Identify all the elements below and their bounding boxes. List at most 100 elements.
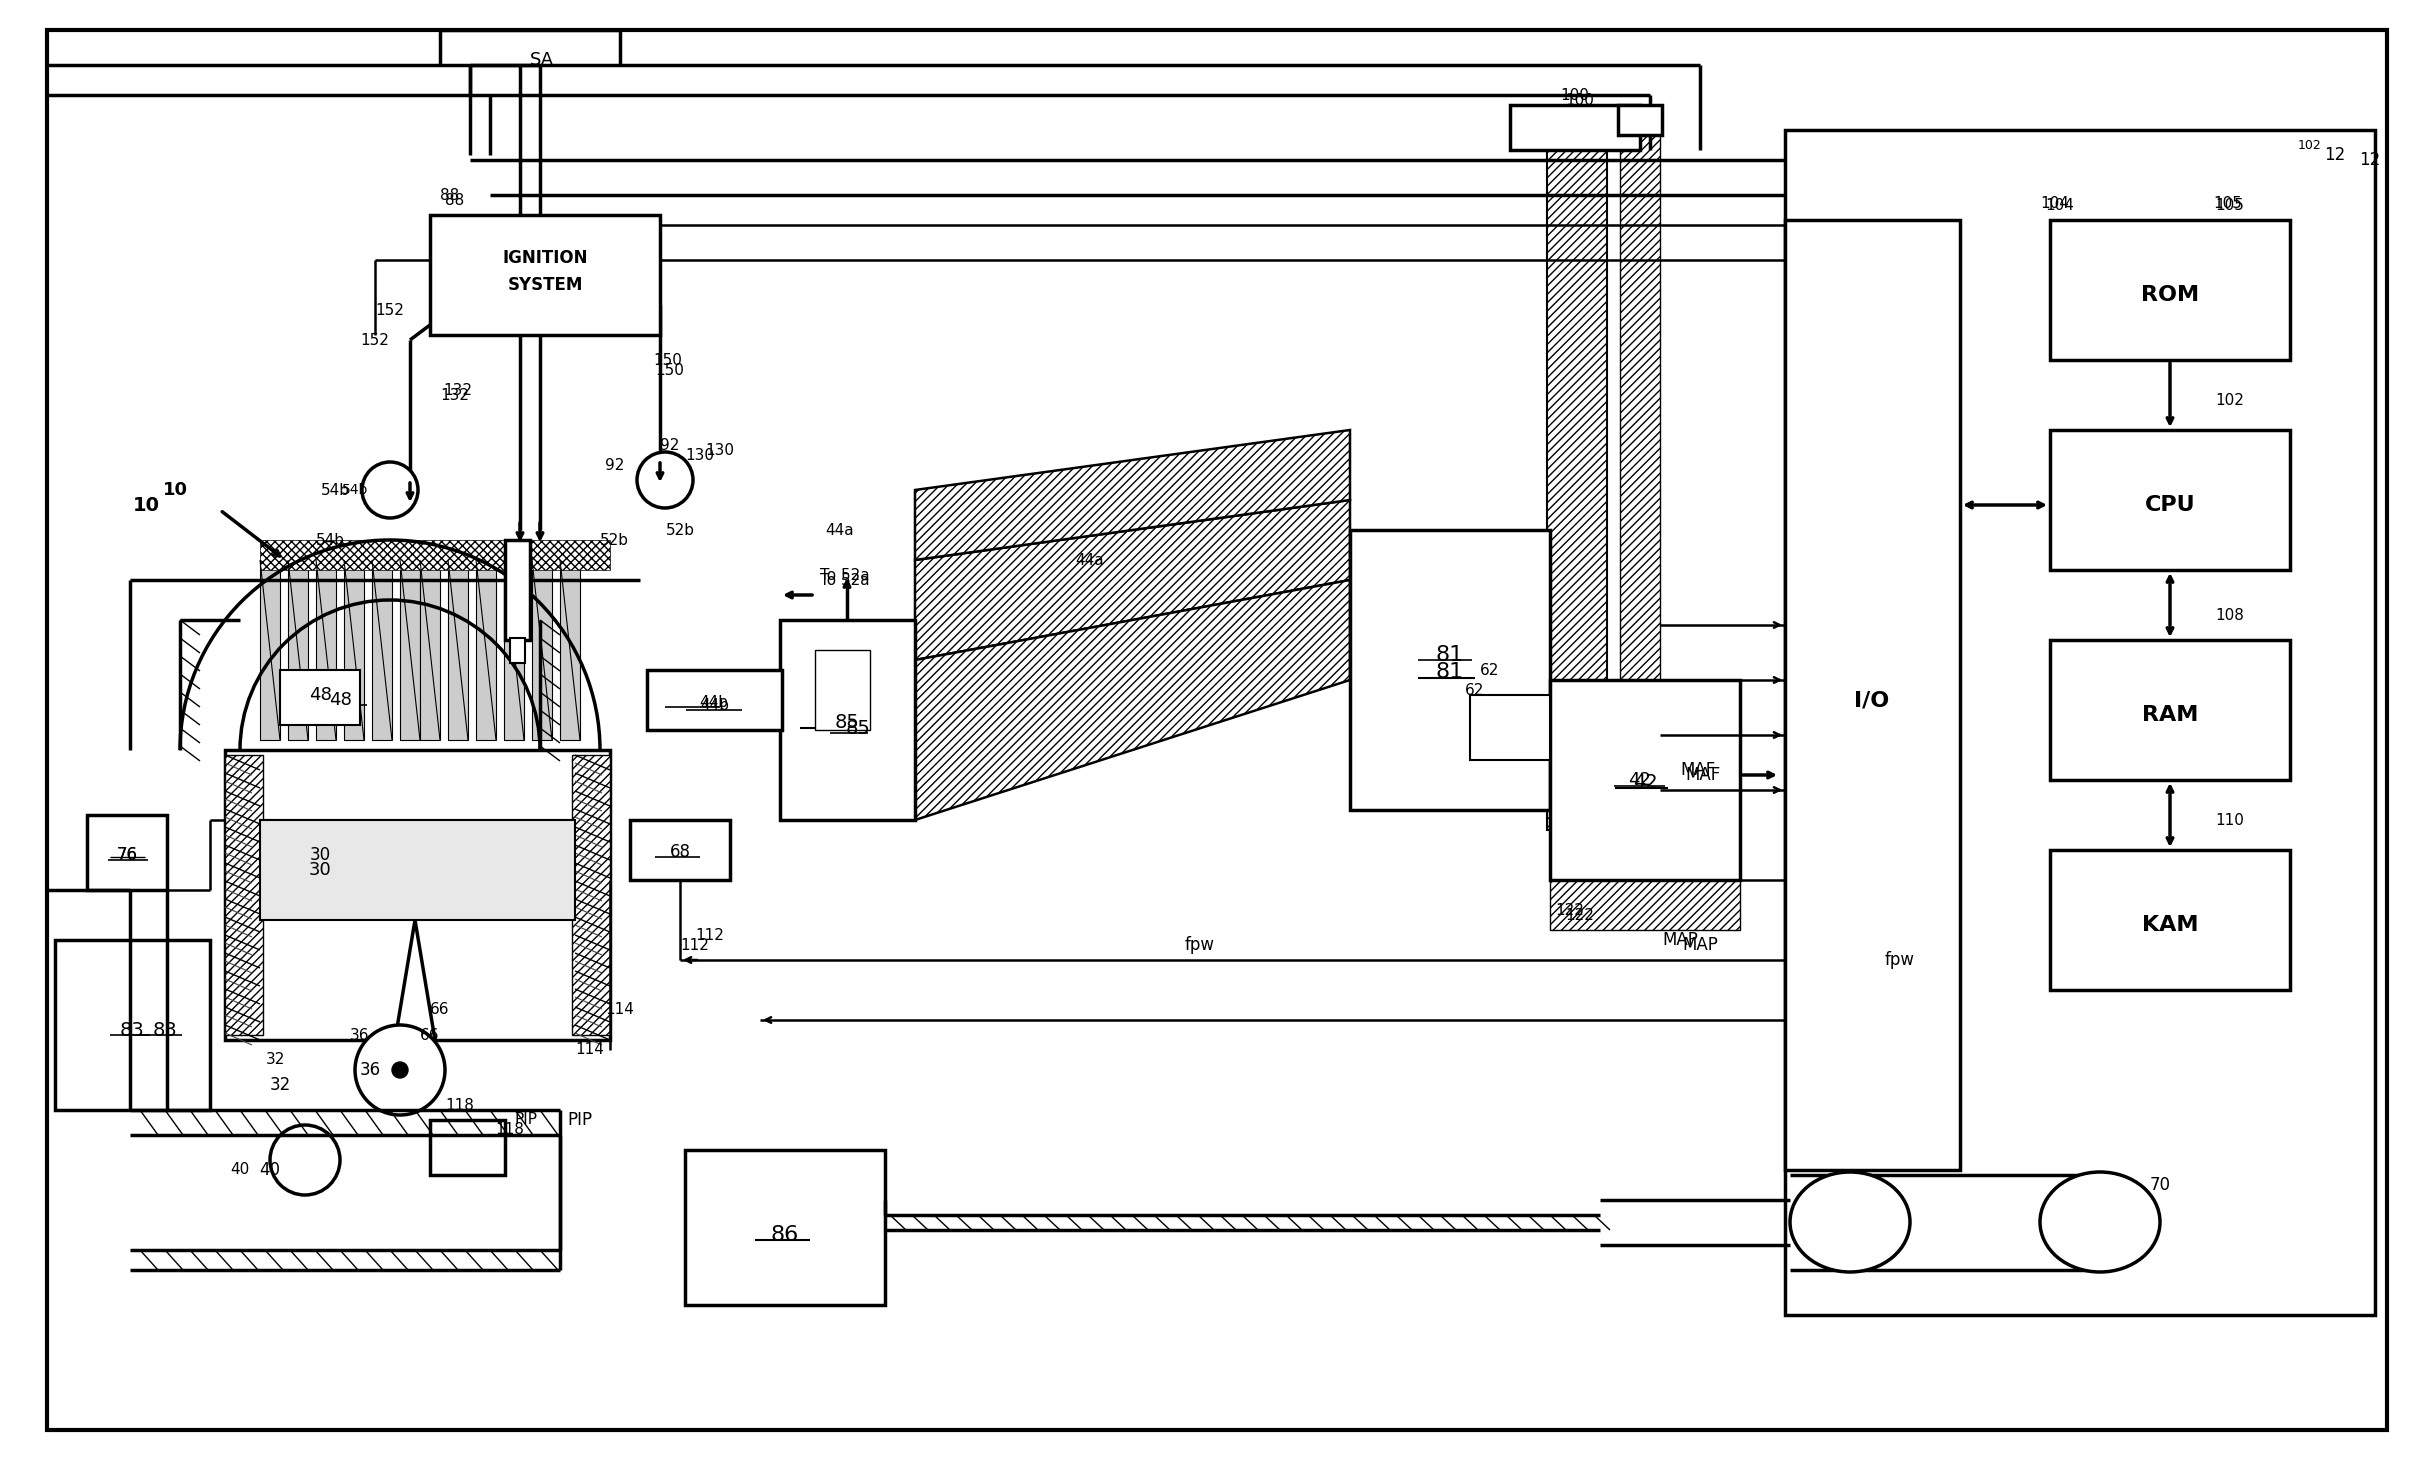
Text: 81: 81: [1437, 645, 1463, 665]
Bar: [779, 621, 915, 820]
Polygon shape: [915, 579, 1349, 820]
Text: 152: 152: [362, 333, 388, 348]
Circle shape: [636, 452, 694, 508]
Text: PIP: PIP: [568, 1111, 592, 1130]
Text: fpw: fpw: [1184, 936, 1216, 954]
Text: 12: 12: [2325, 147, 2344, 164]
Text: 10: 10: [163, 481, 187, 499]
Text: 36: 36: [349, 1027, 369, 1043]
Text: 36: 36: [359, 1061, 381, 1080]
Bar: [1551, 681, 1740, 880]
Text: 118: 118: [495, 1122, 524, 1137]
Bar: [1551, 880, 1740, 930]
Bar: [1619, 106, 1662, 135]
Text: 81: 81: [1437, 662, 1463, 682]
Bar: [2051, 220, 2291, 359]
Text: 76: 76: [116, 846, 138, 864]
Bar: [56, 940, 211, 1111]
Text: 102: 102: [2216, 393, 2245, 408]
Text: 92: 92: [660, 437, 680, 452]
Bar: [648, 670, 781, 731]
Bar: [289, 560, 308, 739]
Bar: [505, 540, 529, 640]
Text: MAP: MAP: [1662, 932, 1699, 949]
Text: 88: 88: [447, 192, 464, 207]
Text: 66: 66: [430, 1002, 449, 1018]
Text: 122: 122: [1565, 908, 1595, 923]
Bar: [226, 750, 609, 1040]
Text: 76: 76: [116, 846, 138, 864]
Bar: [510, 638, 524, 663]
Text: 150: 150: [653, 352, 682, 368]
Text: 66: 66: [420, 1027, 439, 1043]
Text: 30: 30: [308, 846, 330, 864]
Bar: [260, 540, 609, 571]
Text: 40: 40: [260, 1160, 282, 1179]
Bar: [2051, 849, 2291, 990]
Text: 152: 152: [376, 302, 405, 317]
Text: 42: 42: [1629, 772, 1650, 789]
Text: 88: 88: [439, 188, 459, 202]
Text: KAM: KAM: [2141, 915, 2199, 934]
Bar: [561, 560, 580, 739]
Ellipse shape: [2041, 1172, 2160, 1272]
Text: 132: 132: [444, 383, 473, 398]
Bar: [87, 816, 167, 890]
Text: 105: 105: [2213, 195, 2243, 210]
Circle shape: [393, 1062, 408, 1078]
Bar: [430, 1119, 505, 1175]
Bar: [684, 1150, 886, 1306]
Bar: [2051, 640, 2291, 780]
Text: IGNITION: IGNITION: [502, 249, 587, 267]
Circle shape: [362, 462, 417, 518]
Text: 85: 85: [835, 713, 859, 732]
Text: 83: 83: [153, 1021, 177, 1040]
Text: 85: 85: [845, 719, 871, 738]
Text: 112: 112: [680, 937, 709, 952]
Bar: [505, 560, 524, 739]
Text: 100: 100: [1561, 88, 1590, 103]
Text: 44a: 44a: [1075, 553, 1104, 568]
Bar: [260, 820, 575, 920]
Text: 54b: 54b: [320, 483, 349, 497]
Bar: [449, 560, 468, 739]
Bar: [631, 820, 731, 880]
Text: 68: 68: [670, 844, 692, 861]
Text: 12: 12: [2359, 151, 2381, 169]
Text: 92: 92: [604, 458, 624, 472]
Text: 32: 32: [269, 1075, 291, 1094]
Bar: [1510, 106, 1641, 150]
Text: PIP: PIP: [515, 1112, 539, 1128]
Bar: [260, 560, 279, 739]
Text: 42: 42: [1633, 773, 1658, 792]
Text: MAF: MAF: [1684, 766, 1721, 783]
Text: 130: 130: [706, 443, 735, 458]
Text: CPU: CPU: [2145, 494, 2196, 515]
Text: 54b: 54b: [316, 533, 345, 547]
Text: 122: 122: [1556, 902, 1585, 917]
Bar: [279, 670, 359, 725]
Text: SYSTEM: SYSTEM: [507, 276, 582, 293]
Text: 110: 110: [2216, 813, 2245, 827]
Bar: [1619, 131, 1660, 681]
Text: 83: 83: [119, 1021, 143, 1040]
Text: MAF: MAF: [1679, 761, 1716, 779]
Circle shape: [269, 1125, 340, 1196]
Text: 104: 104: [2041, 195, 2070, 210]
Text: 114: 114: [575, 1043, 604, 1058]
Bar: [815, 650, 869, 731]
Text: To 52a: To 52a: [820, 568, 869, 582]
Text: 62: 62: [1466, 682, 1485, 697]
Text: 52b: 52b: [599, 533, 629, 547]
Text: 44b: 44b: [699, 694, 728, 710]
Bar: [420, 560, 439, 739]
Bar: [345, 560, 364, 739]
Text: 10: 10: [133, 496, 160, 515]
Text: 32: 32: [265, 1052, 284, 1068]
Text: 54b: 54b: [342, 483, 369, 497]
Text: fpw: fpw: [1886, 951, 1915, 970]
Text: 52b: 52b: [665, 522, 694, 537]
Bar: [400, 560, 420, 739]
Text: 70: 70: [2150, 1177, 2172, 1194]
Text: 40: 40: [231, 1162, 250, 1178]
